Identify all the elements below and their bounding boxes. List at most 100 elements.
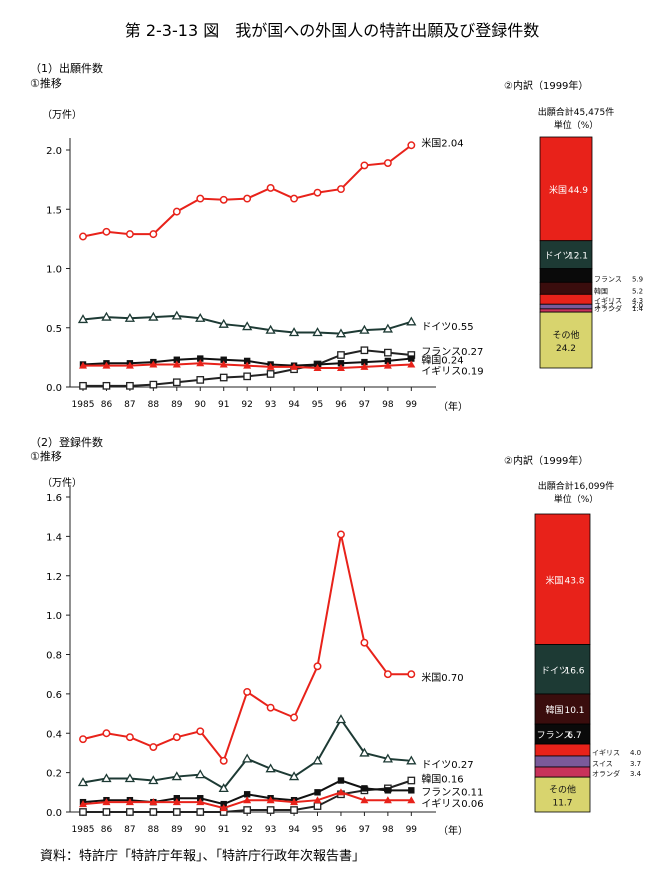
breakdown-value: 16.6 bbox=[564, 666, 584, 676]
data-point bbox=[79, 232, 87, 241]
series-end-label: 韓国0.24 bbox=[421, 355, 463, 367]
data-point bbox=[149, 743, 158, 751]
x-tick-label: 88 bbox=[148, 400, 160, 410]
data-point bbox=[337, 360, 345, 367]
data-point bbox=[266, 703, 275, 712]
data-point bbox=[359, 324, 370, 334]
data-point bbox=[290, 713, 299, 722]
data-point bbox=[406, 755, 417, 765]
data-point bbox=[312, 755, 323, 765]
breakdown-label: その他 bbox=[549, 784, 576, 796]
data-point bbox=[335, 714, 347, 724]
breakdown-label: イギリス bbox=[592, 749, 620, 757]
x-tick-label: 97 bbox=[359, 400, 370, 410]
data-point bbox=[171, 771, 182, 781]
data-point bbox=[173, 356, 181, 363]
x-tick-label: 95 bbox=[312, 400, 323, 410]
data-point bbox=[408, 355, 415, 362]
data-point bbox=[124, 312, 136, 322]
breakdown-label: スイス bbox=[592, 760, 613, 768]
data-point bbox=[195, 312, 206, 322]
breakdown-label: フランス bbox=[594, 275, 622, 283]
data-point bbox=[79, 800, 87, 808]
breakdown-label: オランダ bbox=[594, 304, 622, 313]
series-end-label: フランス0.11 bbox=[421, 786, 483, 798]
x-tick-label: 1985 bbox=[72, 400, 95, 410]
data-point bbox=[361, 358, 368, 366]
section1-inner-heading: ②内訳（1999年） bbox=[504, 79, 588, 92]
data-point bbox=[407, 796, 416, 804]
data-point bbox=[79, 381, 87, 390]
data-point bbox=[312, 327, 323, 337]
data-point bbox=[337, 530, 345, 539]
breakdown-value: 6.7 bbox=[567, 731, 581, 741]
breakdown-label: 米国 bbox=[545, 574, 563, 586]
data-point bbox=[243, 357, 251, 365]
x-tick-label: 91 bbox=[218, 825, 229, 835]
data-point bbox=[148, 311, 159, 321]
data-point bbox=[196, 798, 205, 806]
breakdown-value: 5.9 bbox=[632, 275, 643, 283]
data-point bbox=[218, 318, 229, 328]
data-point bbox=[407, 141, 416, 150]
data-point bbox=[384, 357, 392, 365]
data-point bbox=[337, 185, 345, 194]
data-point bbox=[290, 806, 298, 814]
data-point bbox=[172, 798, 181, 806]
x-tick-label: 87 bbox=[124, 400, 135, 410]
breakdown-segment bbox=[539, 268, 593, 283]
y-axis-label: （万件） bbox=[42, 109, 82, 121]
breakdown-value: 2.0 bbox=[632, 302, 643, 310]
data-point bbox=[220, 356, 227, 363]
series-end-label: イギリス0.06 bbox=[421, 798, 483, 810]
breakdown-label: 韓国 bbox=[545, 705, 563, 716]
data-point bbox=[243, 687, 252, 696]
data-point bbox=[242, 321, 253, 331]
data-point bbox=[243, 361, 252, 369]
data-point bbox=[336, 364, 345, 372]
breakdown-value: 12.1 bbox=[568, 252, 588, 262]
data-point bbox=[406, 316, 417, 326]
data-point bbox=[265, 763, 276, 773]
data-point bbox=[195, 769, 206, 779]
breakdown-value: 24.2 bbox=[556, 344, 576, 354]
x-tick-label: 99 bbox=[406, 400, 418, 410]
data-point bbox=[359, 747, 370, 757]
data-point bbox=[102, 361, 111, 369]
data-point bbox=[196, 359, 205, 367]
x-tick-label: 92 bbox=[241, 400, 252, 410]
x-tick-label: 96 bbox=[335, 825, 347, 835]
y-tick-label: 1.0 bbox=[46, 611, 62, 622]
data-point bbox=[124, 773, 136, 783]
x-tick-label: 90 bbox=[195, 400, 207, 410]
data-point bbox=[126, 808, 134, 816]
data-point bbox=[407, 776, 416, 785]
data-point bbox=[79, 361, 87, 369]
data-point bbox=[196, 194, 205, 203]
data-point bbox=[383, 361, 392, 369]
data-point bbox=[336, 788, 345, 796]
data-point bbox=[360, 161, 369, 170]
data-point bbox=[171, 310, 182, 320]
data-point bbox=[288, 327, 300, 337]
x-tick-label: 91 bbox=[218, 400, 229, 410]
data-point bbox=[77, 777, 89, 787]
data-point bbox=[266, 796, 275, 804]
data-point bbox=[79, 735, 87, 744]
y-tick-label: 0.0 bbox=[46, 383, 62, 394]
breakdown-segment bbox=[534, 755, 591, 768]
data-point bbox=[314, 789, 321, 796]
data-point bbox=[266, 806, 275, 814]
data-point bbox=[407, 670, 416, 679]
data-point bbox=[383, 796, 392, 804]
figure-title: 第 2-3-13 図 我が国への外国人の特許出願及び登録件数 bbox=[125, 21, 539, 40]
data-point bbox=[361, 785, 368, 792]
section2-inner-heading: ②内訳（1999年） bbox=[504, 454, 588, 467]
data-point bbox=[384, 348, 392, 357]
data-point bbox=[102, 381, 111, 390]
data-point bbox=[125, 733, 134, 742]
y-axis-label: （万件） bbox=[42, 477, 82, 489]
data-point bbox=[125, 230, 134, 239]
y-tick-label: 1.4 bbox=[46, 532, 62, 543]
